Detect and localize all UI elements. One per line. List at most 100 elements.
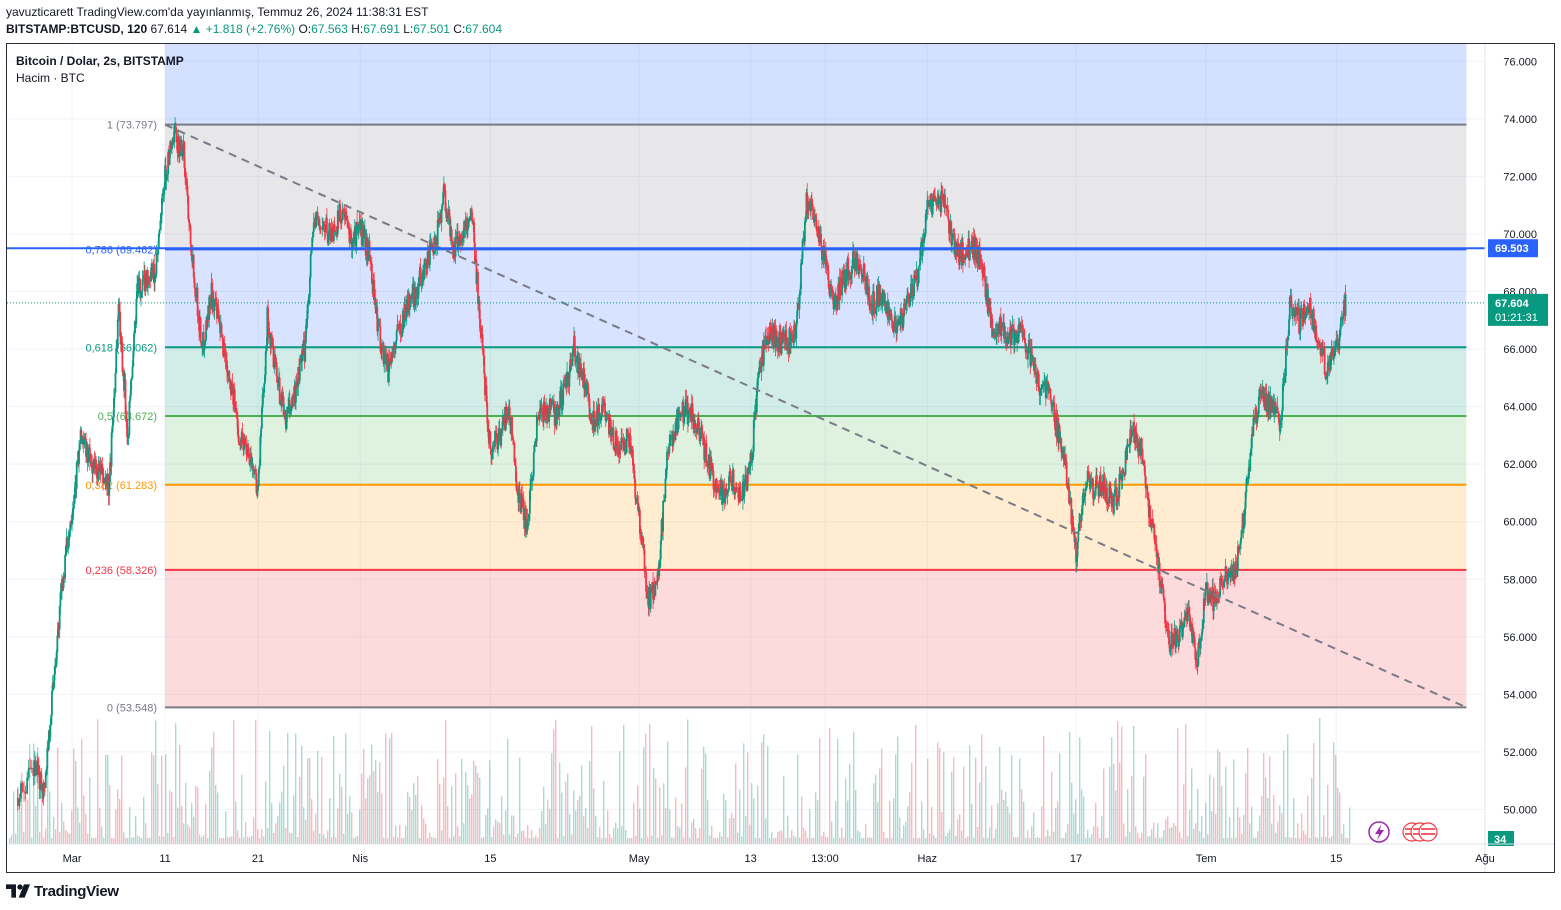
- candle-body: [345, 211, 348, 221]
- volume-bar: [57, 747, 59, 844]
- hline-price-tag: [1488, 239, 1538, 258]
- volume-bar: [973, 837, 975, 844]
- volume-bar: [1023, 801, 1025, 844]
- volume-bar: [343, 833, 345, 844]
- grid-lines: [7, 44, 1486, 844]
- time-tick-label: 17: [1070, 853, 1082, 865]
- candle-body: [475, 259, 478, 285]
- price-chart[interactable]: 1 (73.797)0,786 (69.462)0,618 (66.062)0,…: [7, 44, 1555, 873]
- volume-bar: [35, 805, 37, 844]
- volume-bar: [543, 786, 545, 844]
- candle-body: [1316, 340, 1318, 343]
- candle-body: [164, 165, 167, 181]
- candle-body: [800, 263, 802, 290]
- candle-body: [1118, 474, 1121, 498]
- volume-bar: [317, 750, 319, 844]
- volume-bar: [759, 837, 761, 844]
- symbol-label[interactable]: BITSTAMP:BTCUSD, 120: [6, 22, 148, 36]
- volume-bar: [721, 836, 723, 844]
- candle-body: [47, 730, 50, 750]
- volume-bar: [19, 799, 21, 844]
- volume-bar: [421, 805, 423, 844]
- candle-body: [1047, 381, 1050, 391]
- volume-bar: [1217, 749, 1219, 844]
- chart-frame[interactable]: 1 (73.797) 0,786 (69.462) 0,618 (66.062) 0,…: [6, 43, 1555, 873]
- candle-body: [1219, 578, 1221, 597]
- lightning-glyph: [1375, 825, 1384, 840]
- candle-body: [543, 401, 546, 414]
- volume-bar: [389, 738, 391, 844]
- volume-bar: [29, 743, 31, 844]
- candle-body: [548, 407, 551, 422]
- candle-body: [1326, 375, 1328, 379]
- volume-bar: [567, 773, 569, 844]
- volume-bar: [833, 837, 835, 844]
- volume-bar: [1085, 837, 1087, 844]
- volume-bar: [875, 774, 877, 844]
- candle-body: [683, 409, 686, 416]
- candle-body: [391, 352, 393, 362]
- volume-legend[interactable]: Hacim · BTC: [16, 71, 85, 85]
- candle-body: [688, 410, 691, 414]
- candle-body: [408, 293, 410, 310]
- candle-body: [256, 491, 259, 494]
- candle-body: [857, 258, 860, 274]
- candle-body: [831, 292, 834, 294]
- candle-body: [206, 314, 209, 328]
- candle-body: [1019, 323, 1022, 331]
- candle-body: [1084, 488, 1087, 497]
- time-tick-label: May: [629, 853, 650, 865]
- volume-bar: [1349, 807, 1351, 844]
- candle-body: [1126, 444, 1129, 460]
- volume-bar: [587, 827, 589, 844]
- volume-bar: [505, 810, 507, 844]
- volume-bar: [431, 837, 433, 844]
- candle-body: [142, 277, 145, 280]
- candle-body: [1304, 314, 1307, 321]
- candle-body: [1236, 570, 1239, 575]
- candle-body: [515, 481, 518, 492]
- volume-bar: [667, 741, 669, 844]
- candle-body: [508, 407, 511, 423]
- candle-body: [860, 268, 863, 275]
- candle-body: [494, 430, 496, 447]
- volume-bar: [831, 821, 833, 844]
- candle-body: [516, 491, 519, 495]
- volume-bar: [1329, 837, 1331, 844]
- candle-body: [1281, 384, 1284, 411]
- volume-bar: [975, 757, 977, 844]
- candle-body: [309, 254, 312, 278]
- chart-legend-title[interactable]: Bitcoin / Dolar, 2s, BITSTAMP: [16, 54, 184, 68]
- candle-body: [944, 205, 947, 209]
- volume-bar: [99, 807, 101, 844]
- candle-body: [983, 266, 986, 277]
- volume-bar: [443, 777, 445, 844]
- candle-body: [1283, 378, 1286, 381]
- candle-body: [659, 540, 662, 560]
- volume-bar: [1307, 795, 1309, 844]
- candle-body: [1154, 538, 1156, 545]
- candle-body: [1174, 628, 1177, 647]
- candle-body: [963, 254, 966, 260]
- volume-bar: [1057, 801, 1059, 844]
- time-tick-label: Ağu: [1475, 853, 1495, 865]
- candle-body: [1303, 304, 1306, 321]
- candle-body: [1180, 621, 1183, 627]
- candle-body: [913, 275, 916, 278]
- volume-bar: [247, 836, 249, 844]
- volume-bar: [615, 822, 617, 844]
- candle-body: [1341, 319, 1344, 321]
- volume-bar: [43, 837, 45, 844]
- candle-body: [479, 319, 482, 332]
- volume-bar: [1167, 816, 1169, 844]
- volume-bar: [41, 767, 43, 844]
- candle-body: [1094, 487, 1097, 494]
- candle-body: [126, 418, 128, 437]
- volume-bar: [353, 837, 355, 844]
- candle-body: [252, 466, 255, 470]
- candle-body: [1319, 344, 1321, 349]
- candle-body: [37, 761, 39, 765]
- volume-bar: [215, 784, 217, 844]
- volume-bar: [689, 837, 691, 844]
- volume-bar: [995, 828, 997, 844]
